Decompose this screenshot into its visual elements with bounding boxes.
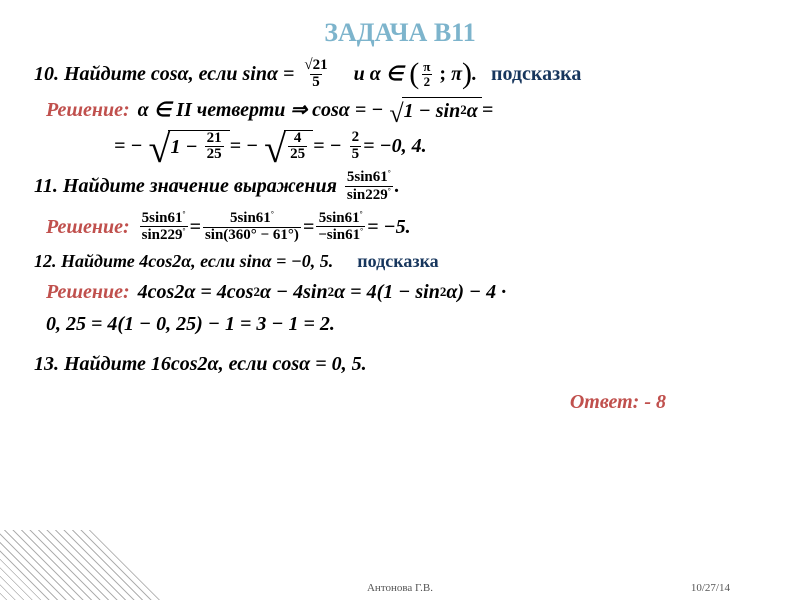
p11-fraction: 5sin61° sin229° [345,169,393,204]
slide-title: ЗАДАЧА В11 [34,18,766,48]
p10sol-eq: = [482,97,493,123]
p10-interval-right: π [451,61,462,87]
p10-lead: 10. Найдите cosα, если sinα = [34,61,294,87]
p10-fraction: √21 5 [302,58,329,91]
footer: Антонова Г.В. 10/27/14 [0,582,800,594]
footer-author: Антонова Г.В. [367,582,433,594]
answer-text: Ответ: - 8 [570,389,666,415]
p12-solution-1: Решение: 4cos2α = 4cos2 α − 4sin2 α = 4(… [46,279,766,305]
solution-label: Решение: [46,214,130,240]
p12-lead: 12. Найдите 4cos2α, если sinα = −0, 5. [34,250,333,273]
p10-solution-2: = − √ 1 − 21 25 = − √ 4 25 = − [114,130,766,164]
solution-label: Решение: [46,279,130,305]
open-paren-icon: ( [409,62,419,86]
problem-13: 13. Найдите 16cos2α, если cosα = 0, 5. [34,351,766,377]
p13-lead: 13. Найдите 16cos2α, если cosα = 0, 5. [34,351,367,377]
hint-link[interactable]: подсказка [357,250,438,273]
p11-solution: Решение: 5sin61° sin229° = 5sin61° sin(3… [46,210,766,245]
problem-12: 12. Найдите 4cos2α, если sinα = −0, 5. п… [34,250,766,273]
p11-lead: 11. Найдите значение выражения [34,173,337,199]
problem-10: 10. Найдите cosα, если sinα = √21 5 и α … [34,58,766,91]
semicolon: ; [434,61,451,87]
hint-link[interactable]: подсказка [491,61,581,87]
footer-date: 10/27/14 [691,582,730,594]
p10sol-a: α ∈ II четверти ⇒ cosα = − [138,97,384,123]
close-paren-icon: ) [462,62,472,86]
p10-interval-left: π 2 [421,60,432,88]
p10-tail: . [472,61,477,87]
answer: Ответ: - 8 [34,389,766,415]
sqrt-icon: √ 4 25 [264,130,313,164]
p10-solution-1: Решение: α ∈ II четверти ⇒ cosα = − √ 1 … [46,97,766,124]
sqrt-icon: √ 1 − 21 25 [149,130,230,164]
p12-solution-2: 0, 25 = 4(1 − 0, 25) − 1 = 3 − 1 = 2. [46,311,766,337]
p10-mid: и α ∈ [354,61,404,87]
problem-11: 11. Найдите значение выражения 5sin61° s… [34,169,766,204]
slide: ЗАДАЧА В11 10. Найдите cosα, если sinα =… [0,0,800,600]
sqrt-icon: √ 1 − sin2 α [389,97,481,124]
solution-label: Решение: [46,97,130,123]
